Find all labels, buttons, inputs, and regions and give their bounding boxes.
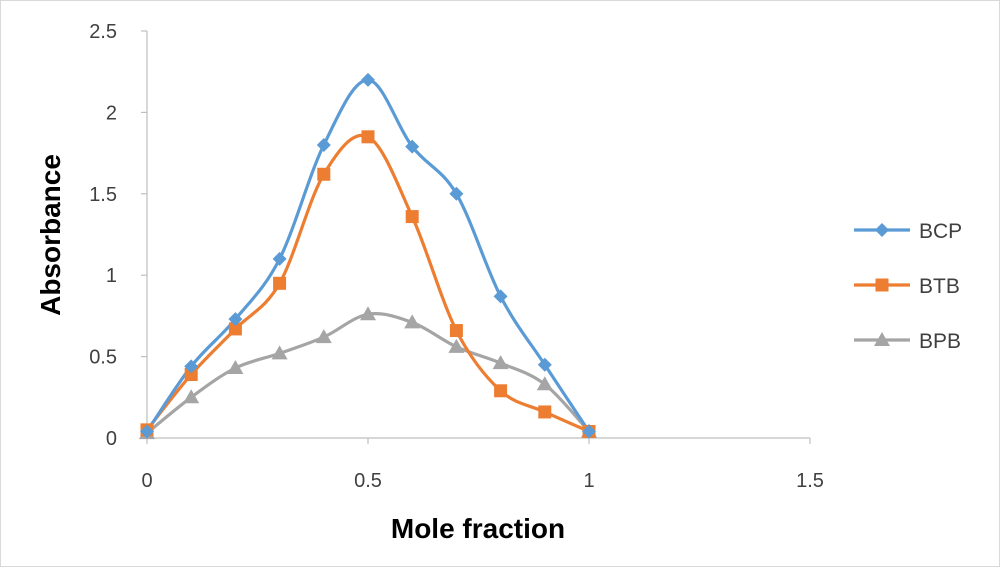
y-tick-label: 2.5 [89, 21, 117, 43]
data-point-bpb [227, 359, 244, 374]
x-tick-label: 1.5 [796, 470, 824, 492]
data-point-bcp [361, 72, 375, 87]
legend-label-bpb: BPB [919, 330, 961, 353]
legend-label-bcp: BCP [919, 220, 962, 243]
data-point-btb [494, 384, 508, 398]
x-tick-label: 1 [583, 470, 594, 492]
y-tick-label: 0.5 [89, 347, 117, 369]
data-point-bcp [537, 357, 552, 372]
legend-marker-bpb [874, 332, 890, 346]
x-axis-title: Mole fraction [391, 513, 565, 544]
data-point-btb [538, 405, 552, 419]
data-point-btb [405, 210, 419, 224]
data-point-bpb [492, 355, 509, 370]
data-point-bpb [271, 345, 288, 360]
legend-marker-bcp [875, 223, 889, 237]
y-axis-title: Absorbance [35, 154, 66, 316]
series-line-btb [145, 133, 590, 433]
data-point-btb [317, 167, 331, 181]
series-markers [139, 72, 597, 440]
data-point-bpb [536, 376, 553, 391]
y-tick-label: 0 [106, 428, 117, 450]
data-point-bcp [449, 186, 464, 201]
data-point-btb [184, 368, 198, 382]
data-point-bpb [183, 389, 200, 404]
data-point-bpb [448, 338, 465, 353]
data-point-bpb [404, 314, 421, 329]
axes: 0 0.5 1 1.5 2 2.5 0 0.5 1 1.5 [89, 21, 824, 492]
data-point-bcp [493, 289, 508, 304]
x-tick-label: 0.5 [354, 470, 382, 492]
data-point-bcp [405, 139, 420, 154]
data-point-bcp [582, 424, 596, 439]
data-point-bcp [228, 312, 243, 327]
y-tick-label: 1.5 [89, 184, 117, 206]
data-point-btb [361, 130, 375, 144]
data-point-bpb [315, 329, 332, 344]
x-tick-label: 0 [141, 470, 152, 492]
legend-marker-btb [875, 278, 889, 292]
data-point-btb [273, 276, 287, 290]
data-point-btb [228, 322, 242, 336]
y-tick-label: 1 [106, 265, 117, 287]
data-point-btb [449, 324, 463, 338]
data-point-bcp [184, 359, 199, 374]
data-point-bcp [272, 251, 287, 266]
legend: BCP BTB BPB [854, 220, 962, 353]
data-point-bcp [316, 137, 331, 152]
y-tick-label: 2 [106, 102, 117, 124]
data-point-bcp [140, 424, 154, 439]
legend-label-btb: BTB [919, 275, 960, 298]
data-point-bpb [360, 306, 376, 321]
